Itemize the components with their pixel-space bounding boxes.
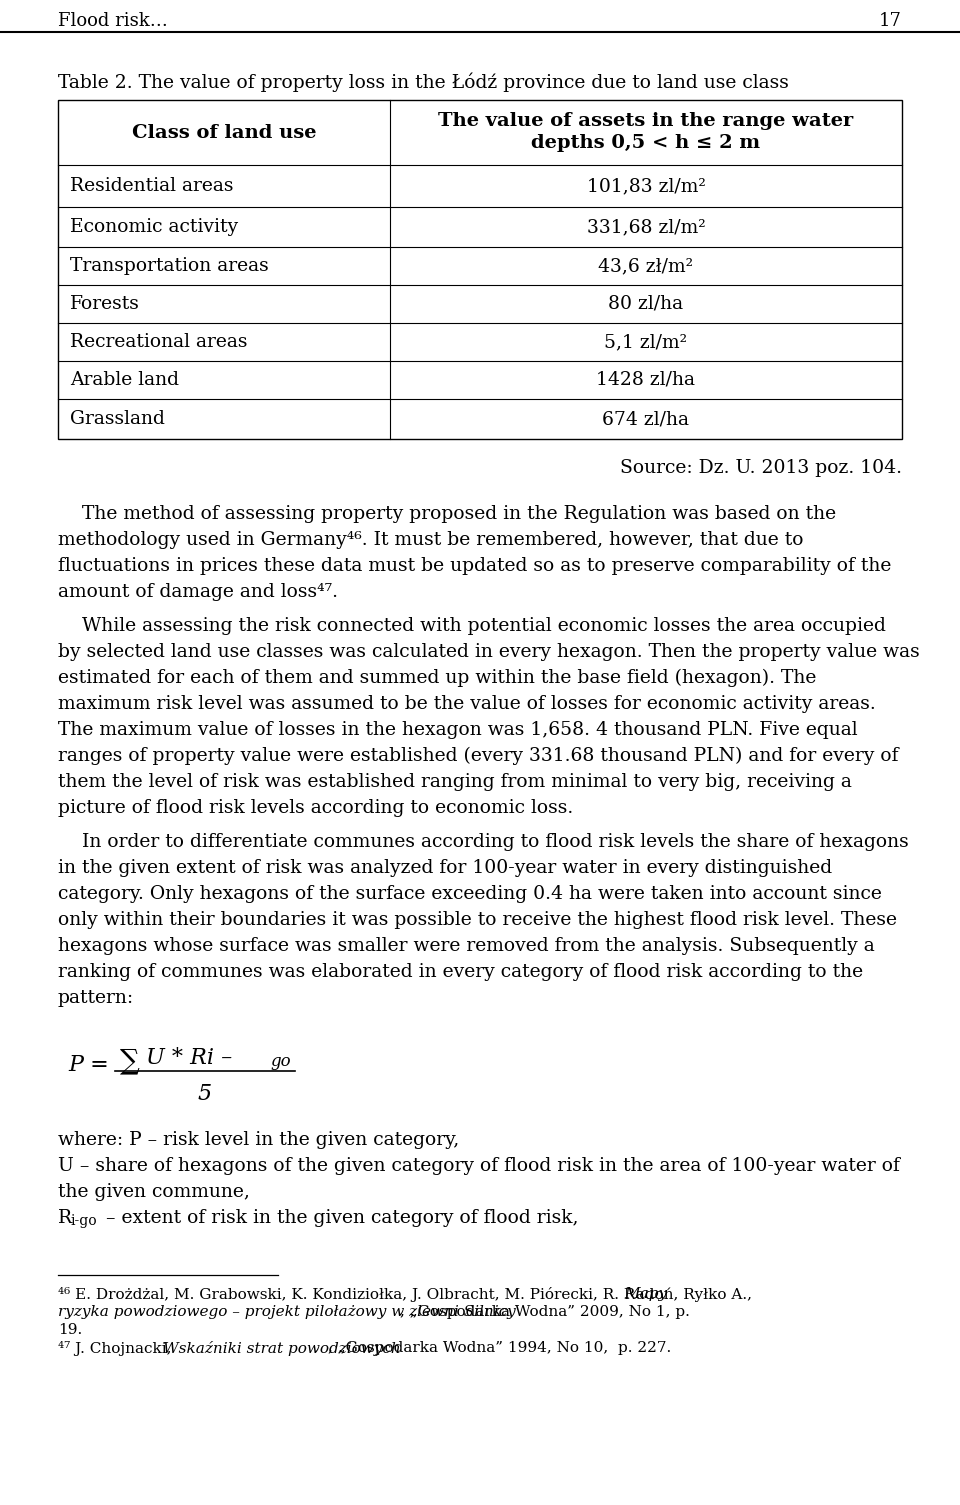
Text: , „Gospodarka Wodna” 2009, No 1, p.: , „Gospodarka Wodna” 2009, No 1, p. [400,1305,690,1318]
Text: depths 0,5 < h ≤ 2 m: depths 0,5 < h ≤ 2 m [532,134,760,152]
Bar [58,99,902,439]
Text: pattern:: pattern: [58,989,134,1007]
Text: estimated for each of them and summed up within the base field (hexagon). The: estimated for each of them and summed up… [58,670,816,688]
Text: – extent of risk in the given category of flood risk,: – extent of risk in the given category o… [100,1209,579,1227]
Text: maximum risk level was assumed to be the value of losses for economic activity a: maximum risk level was assumed to be the… [58,695,876,713]
Text: ∑: ∑ [120,1047,140,1075]
Text: picture of flood risk levels according to economic loss.: picture of flood risk levels according t… [58,799,573,817]
Text: Grassland: Grassland [70,409,165,427]
Text: fluctuations in prices these data must be updated so as to preserve comparabilit: fluctuations in prices these data must b… [58,557,892,575]
Text: amount of damage and loss⁴⁷.: amount of damage and loss⁴⁷. [58,582,338,600]
Text: The method of assessing property proposed in the Regulation was based on the: The method of assessing property propose… [58,506,836,524]
Text: 674 zl/ha: 674 zl/ha [603,409,689,427]
Text: ranking of communes was elaborated in every category of flood risk according to : ranking of communes was elaborated in ev… [58,963,863,981]
Text: The maximum value of losses in the hexagon was 1,658. 4 thousand PLN. Five equal: The maximum value of losses in the hexag… [58,721,857,739]
Text: them the level of risk was established ranging from minimal to very big, receivi: them the level of risk was established r… [58,774,852,792]
Text: where: P – risk level in the given category,: where: P – risk level in the given categ… [58,1130,459,1148]
Text: i-go: i-go [70,1215,97,1228]
Text: The value of assets in the range water: The value of assets in the range water [439,113,853,131]
Text: Class of land use: Class of land use [132,123,316,141]
Text: U * Ri –: U * Ri – [146,1047,232,1069]
Text: 5: 5 [198,1084,212,1105]
Text: ⁴⁷ J. Chojnacki,: ⁴⁷ J. Chojnacki, [58,1341,177,1356]
Text: P =: P = [68,1054,108,1076]
Text: Residential areas: Residential areas [70,178,233,196]
Text: Mapy: Mapy [624,1287,667,1300]
Text: Forests: Forests [70,295,140,313]
Text: by selected land use classes was calculated in every hexagon. Then the property : by selected land use classes was calcula… [58,643,920,661]
Text: category. Only hexagons of the surface exceeding 0.4 ha were taken into account : category. Only hexagons of the surface e… [58,885,882,903]
Text: While assessing the risk connected with potential economic losses the area occup: While assessing the risk connected with … [58,617,886,635]
Text: Source: Dz. U. 2013 poz. 104.: Source: Dz. U. 2013 poz. 104. [620,459,902,477]
Text: hexagons whose surface was smaller were removed from the analysis. Subsequently : hexagons whose surface was smaller were … [58,938,875,956]
Text: 331,68 zl/m²: 331,68 zl/m² [587,218,706,236]
Text: Table 2. The value of property loss in the Łódź province due to land use class: Table 2. The value of property loss in t… [58,72,789,92]
Text: 80 zl/ha: 80 zl/ha [609,295,684,313]
Text: ⁴⁶ E. Drożdżal, M. Grabowski, K. Kondiziołka, J. Olbracht, M. Piórecki, R. Radoń: ⁴⁶ E. Drożdżal, M. Grabowski, K. Kondizi… [58,1287,756,1302]
Text: ranges of property value were established (every 331.68 thousand PLN) and for ev: ranges of property value were establishe… [58,746,899,765]
Text: Transportation areas: Transportation areas [70,257,269,275]
Text: U – share of hexagons of the given category of flood risk in the area of 100-yea: U – share of hexagons of the given categ… [58,1157,900,1175]
Text: only within their boundaries it was possible to receive the highest flood risk l: only within their boundaries it was poss… [58,911,897,929]
Text: 5,1 zl/m²: 5,1 zl/m² [605,333,687,351]
Text: In order to differentiate communes according to flood risk levels the share of h: In order to differentiate communes accor… [58,832,909,850]
Text: the given commune,: the given commune, [58,1183,250,1201]
Text: ryzyka powodziowego – projekt pilołażowy w zlewni Silnicy: ryzyka powodziowego – projekt pilołażowy… [58,1305,516,1318]
Text: 19.: 19. [58,1323,83,1336]
Text: 43,6 zł/m²: 43,6 zł/m² [598,257,693,275]
Text: Economic activity: Economic activity [70,218,238,236]
Text: Arable land: Arable land [70,372,179,388]
Text: R: R [58,1209,72,1227]
Text: Wskaźniki strat powodziowych: Wskaźniki strat powodziowych [162,1341,400,1356]
Text: Recreational areas: Recreational areas [70,333,248,351]
Text: methodology used in Germany⁴⁶. It must be remembered, however, that due to: methodology used in Germany⁴⁶. It must b… [58,531,804,549]
Text: 17: 17 [879,12,902,30]
Text: 101,83 zl/m²: 101,83 zl/m² [587,178,706,196]
Text: , „Gospodarka Wodna” 1994, No 10,  p. 227.: , „Gospodarka Wodna” 1994, No 10, p. 227… [327,1341,671,1354]
Text: 1428 zl/ha: 1428 zl/ha [596,372,695,388]
Text: Flood risk…: Flood risk… [58,12,168,30]
Text: in the given extent of risk was analyzed for 100-year water in every distinguish: in the given extent of risk was analyzed… [58,859,832,877]
Text: go: go [270,1054,291,1070]
